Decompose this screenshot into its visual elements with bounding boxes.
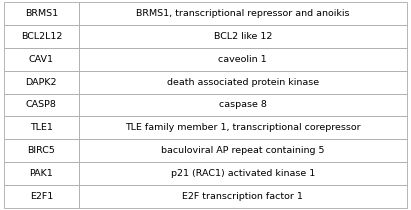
Bar (79, 71, 407, 94)
Bar (4, 48, 79, 71)
Text: BIRC5: BIRC5 (28, 146, 55, 155)
Bar (79, 2, 407, 25)
Text: BCL2 like 12: BCL2 like 12 (214, 32, 272, 41)
Text: baculoviral AP repeat containing 5: baculoviral AP repeat containing 5 (161, 146, 325, 155)
Bar (79, 94, 407, 116)
Text: PAK1: PAK1 (30, 169, 53, 178)
Text: TLE family member 1, transcriptional corepressor: TLE family member 1, transcriptional cor… (125, 123, 360, 132)
Text: E2F1: E2F1 (30, 192, 53, 201)
Text: E2F transcription factor 1: E2F transcription factor 1 (182, 192, 303, 201)
Bar (79, 185, 407, 208)
Bar (4, 25, 79, 48)
Text: p21 (RAC1) activated kinase 1: p21 (RAC1) activated kinase 1 (171, 169, 315, 178)
Text: BRMS1: BRMS1 (25, 9, 58, 18)
Text: CAV1: CAV1 (29, 55, 54, 64)
Bar (4, 116, 79, 139)
Text: death associated protein kinase: death associated protein kinase (167, 78, 319, 87)
Bar (79, 162, 407, 185)
Bar (79, 48, 407, 71)
Bar (4, 162, 79, 185)
Bar (79, 139, 407, 162)
Bar (4, 2, 79, 25)
Bar (79, 116, 407, 139)
Text: TLE1: TLE1 (30, 123, 53, 132)
Text: BCL2L12: BCL2L12 (21, 32, 62, 41)
Text: caspase 8: caspase 8 (219, 101, 267, 109)
Bar (4, 94, 79, 116)
Bar (4, 139, 79, 162)
Text: BRMS1, transcriptional repressor and anoikis: BRMS1, transcriptional repressor and ano… (136, 9, 349, 18)
Bar (4, 71, 79, 94)
Bar (4, 185, 79, 208)
Bar (79, 25, 407, 48)
Text: CASP8: CASP8 (26, 101, 57, 109)
Text: caveolin 1: caveolin 1 (218, 55, 267, 64)
Text: DAPK2: DAPK2 (25, 78, 57, 87)
